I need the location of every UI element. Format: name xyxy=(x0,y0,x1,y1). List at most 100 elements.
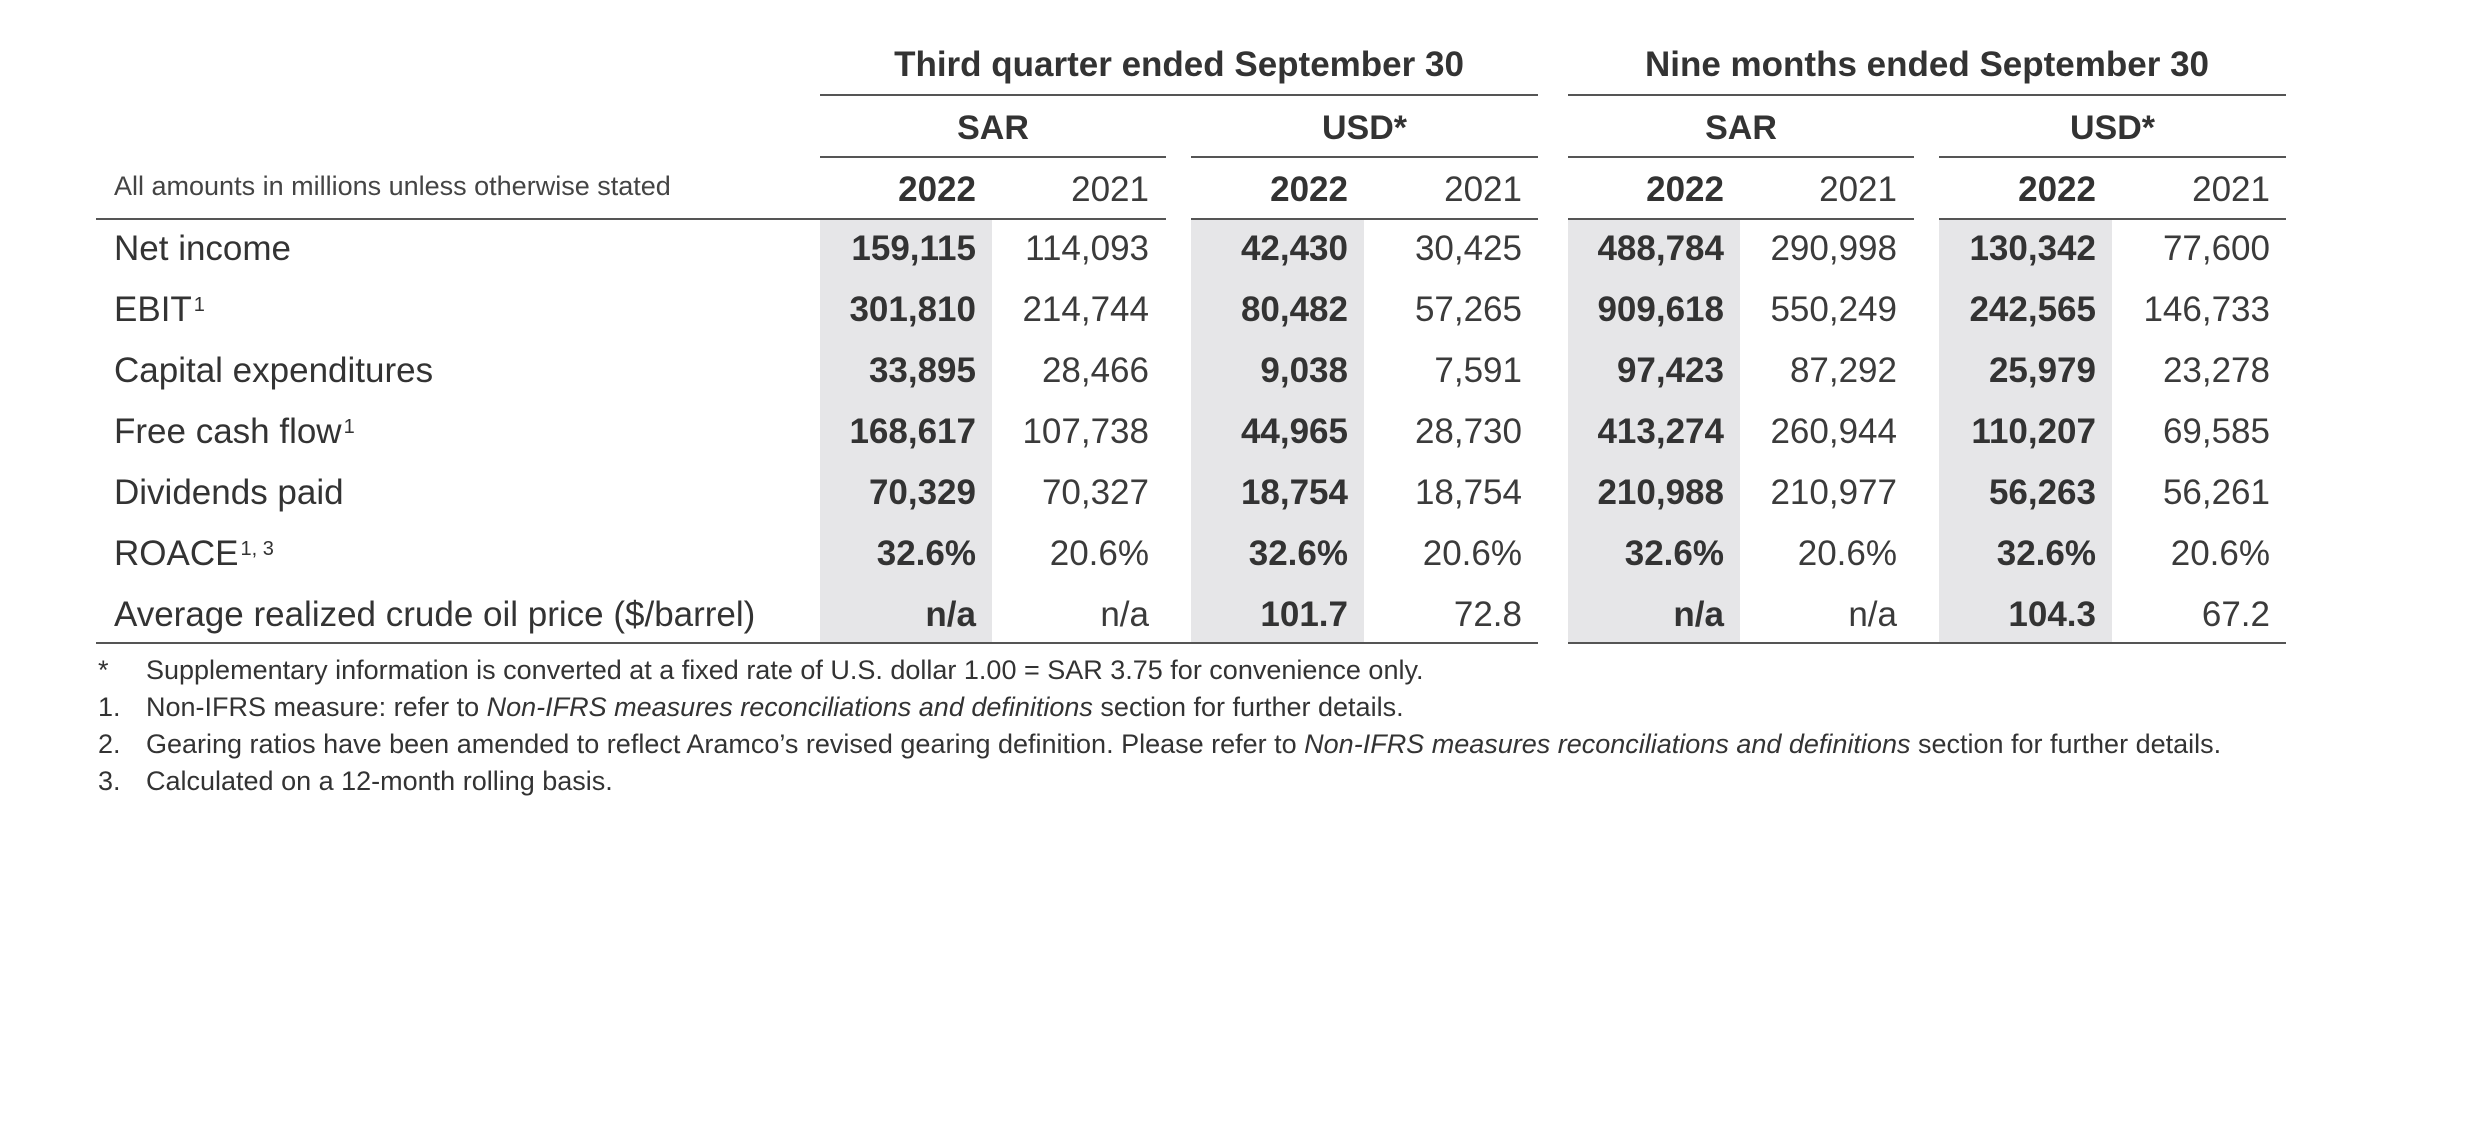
year-header-q3-usd-2021: 2021 xyxy=(1444,170,1522,209)
shade-q3-sar-2022 xyxy=(820,218,992,642)
value-q3-usd-2021: 30,425 xyxy=(1414,229,1522,268)
value-q3-sar-2021: 214,744 xyxy=(1022,290,1149,329)
value-9m-sar-2021: 550,249 xyxy=(1770,290,1897,329)
table-row: Dividends paid 70,329 70,327 18,754 18,7… xyxy=(0,462,2300,523)
footnote-text: Non-IFRS measure: refer to Non-IFRS meas… xyxy=(146,692,1404,722)
value-9m-usd-2022: 56,263 xyxy=(1988,473,2096,512)
value-q3-sar-2021: 114,093 xyxy=(1025,229,1149,268)
row-label: Free cash flow 1 xyxy=(114,412,355,451)
footnote-item: 3. Calculated on a 12-month rolling basi… xyxy=(98,763,2221,800)
value-9m-sar-2022: 210,988 xyxy=(1597,473,1724,512)
value-9m-sar-2021: 87,292 xyxy=(1789,351,1897,390)
value-q3-sar-2021: 70,327 xyxy=(1041,473,1149,512)
value-9m-sar-2022: 97,423 xyxy=(1616,351,1724,390)
footnotes: * Supplementary information is converted… xyxy=(98,652,2221,800)
value-q3-sar-2022: n/a xyxy=(925,595,976,634)
shade-9m-sar-2022 xyxy=(1568,218,1740,642)
value-9m-usd-2021: 146,733 xyxy=(2143,290,2270,329)
table-row: Average realized crude oil price ($/barr… xyxy=(0,584,2300,645)
value-9m-usd-2021: 67.2 xyxy=(2201,595,2270,634)
row-label: Net income xyxy=(114,229,292,268)
currency-header-9m-sar: SAR xyxy=(1705,109,1777,147)
value-q3-sar-2022: 168,617 xyxy=(849,412,976,451)
value-q3-usd-2021: 57,265 xyxy=(1414,290,1522,329)
year-header-9m-sar-2021: 2021 xyxy=(1819,170,1897,209)
value-9m-sar-2021: 290,998 xyxy=(1770,229,1897,268)
value-q3-usd-2022: 80,482 xyxy=(1240,290,1348,329)
table-bottom-rule-9m xyxy=(1568,642,2286,644)
value-9m-sar-2022: n/a xyxy=(1673,595,1724,634)
value-9m-usd-2021: 77,600 xyxy=(2162,229,2270,268)
divider-9m-usd xyxy=(1939,156,2286,158)
value-9m-sar-2022: 413,274 xyxy=(1597,412,1724,451)
header-rule-left xyxy=(96,218,1166,220)
footnote-mark: 1. xyxy=(98,692,121,722)
value-9m-usd-2022: 130,342 xyxy=(1969,229,2096,268)
value-q3-sar-2022: 159,115 xyxy=(851,229,976,268)
value-q3-usd-2021: 20.6% xyxy=(1422,534,1522,573)
value-9m-usd-2022: 242,565 xyxy=(1969,290,2096,329)
value-q3-usd-2021: 28,730 xyxy=(1414,412,1522,451)
year-header-9m-usd-2022: 2022 xyxy=(2018,170,2096,209)
value-q3-usd-2022: 42,430 xyxy=(1240,229,1348,268)
group-header-third-quarter: Third quarter ended September 30 xyxy=(894,45,1464,84)
value-q3-sar-2022: 33,895 xyxy=(868,351,976,390)
header-rule-9m-usd xyxy=(1939,218,2286,220)
currency-header-9m-usd: USD* xyxy=(2069,109,2156,147)
table-row: EBIT 1 301,810 214,744 80,482 57,265 909,… xyxy=(0,279,2300,340)
value-9m-usd-2021: 69,585 xyxy=(2162,412,2270,451)
value-q3-usd-2022: 18,754 xyxy=(1240,473,1348,512)
value-q3-usd-2021: 18,754 xyxy=(1414,473,1522,512)
value-9m-usd-2022: 32.6% xyxy=(1996,534,2096,573)
value-9m-usd-2022: 104.3 xyxy=(2008,595,2096,634)
year-header-9m-usd-2021: 2021 xyxy=(2192,170,2270,209)
value-9m-sar-2021: 210,977 xyxy=(1770,473,1897,512)
footnote-text: Gearing ratios have been amended to refl… xyxy=(146,729,2222,759)
year-header-q3-sar-2021: 2021 xyxy=(1071,170,1149,209)
value-9m-sar-2021: n/a xyxy=(1848,595,1897,634)
value-9m-sar-2021: 260,944 xyxy=(1770,412,1897,451)
divider-9m-sar xyxy=(1568,156,1914,158)
header-rule-q3-usd xyxy=(1191,218,1538,220)
value-q3-usd-2022: 101.7 xyxy=(1260,595,1348,634)
value-9m-usd-2022: 110,207 xyxy=(1971,412,2096,451)
header-rule-9m-sar xyxy=(1568,218,1914,220)
footnote-item: 2. Gearing ratios have been amended to r… xyxy=(98,726,2221,763)
value-q3-usd-2022: 44,965 xyxy=(1240,412,1348,451)
value-q3-sar-2021: 28,466 xyxy=(1041,351,1149,390)
table-bottom-rule-q3 xyxy=(96,642,1538,644)
row-label: ROACE 1, 3 xyxy=(114,534,274,573)
table-row: Net income 159,115 114,093 42,430 30,425… xyxy=(0,218,2300,279)
shade-q3-usd-2022 xyxy=(1191,218,1364,642)
footnote-mark: 2. xyxy=(98,729,121,759)
value-q3-usd-2022: 9,038 xyxy=(1260,351,1348,390)
divider-9m-group xyxy=(1568,94,2286,96)
value-q3-sar-2021: 20.6% xyxy=(1049,534,1149,573)
year-header-q3-usd-2022: 2022 xyxy=(1270,170,1348,209)
year-header-9m-sar-2022: 2022 xyxy=(1646,170,1724,209)
value-9m-usd-2022: 25,979 xyxy=(1988,351,2096,390)
footnote-mark: * xyxy=(98,655,109,685)
value-9m-sar-2022: 909,618 xyxy=(1597,290,1724,329)
table-row: Free cash flow 1 168,617 107,738 44,965 2… xyxy=(0,401,2300,462)
value-9m-usd-2021: 23,278 xyxy=(2162,351,2270,390)
footnote-item: 1. Non-IFRS measure: refer to Non-IFRS m… xyxy=(98,689,2221,726)
currency-header-q3-sar: SAR xyxy=(957,109,1029,147)
divider-q3-usd xyxy=(1191,156,1538,158)
table-row: Capital expenditures 33,895 28,466 9,038… xyxy=(0,340,2300,401)
year-header-q3-sar-2022: 2022 xyxy=(898,170,976,209)
footnote-item: * Supplementary information is converted… xyxy=(98,652,2221,689)
value-q3-sar-2022: 70,329 xyxy=(868,473,976,512)
value-q3-sar-2022: 301,810 xyxy=(849,290,976,329)
value-q3-usd-2021: 7,591 xyxy=(1434,351,1522,390)
amounts-note: All amounts in millions unless otherwise… xyxy=(114,171,671,201)
value-9m-usd-2021: 20.6% xyxy=(2170,534,2270,573)
value-q3-usd-2021: 72.8 xyxy=(1453,595,1522,634)
row-label: Dividends paid xyxy=(114,473,344,512)
footnote-text: Calculated on a 12-month rolling basis. xyxy=(146,766,613,796)
footnote-text: Supplementary information is converted a… xyxy=(146,655,1424,685)
footnote-mark: 3. xyxy=(98,766,121,796)
value-q3-sar-2021: 107,738 xyxy=(1022,412,1149,451)
shade-9m-usd-2022 xyxy=(1939,218,2112,642)
currency-header-q3-usd: USD* xyxy=(1321,109,1408,147)
